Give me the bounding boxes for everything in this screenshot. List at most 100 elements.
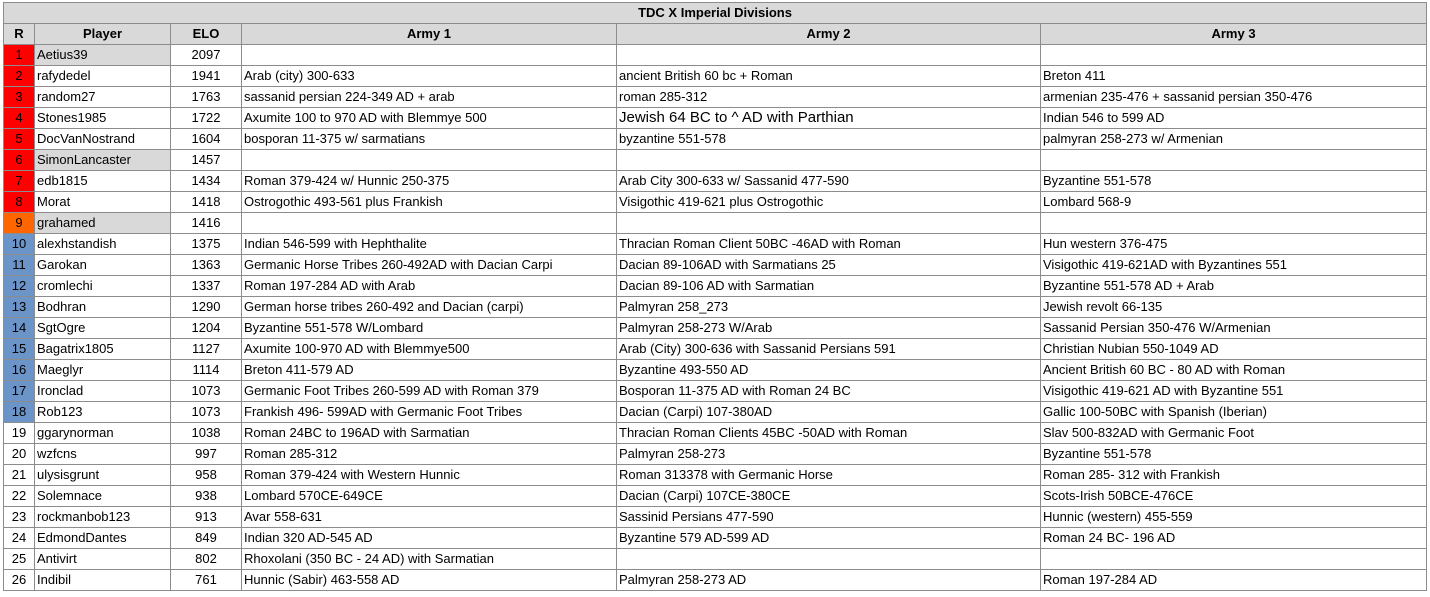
elo-cell: 1941 [170,65,242,87]
rank-cell: 6 [3,149,35,171]
elo-cell: 997 [170,443,242,465]
elo-cell: 958 [170,464,242,486]
army-1-cell [241,44,617,66]
rank-cell: 21 [3,464,35,486]
table-row: 23 rockmanbob123 913 Avar 558-631 Sassinid P… [3,506,1428,528]
army-3-cell: armenian 235-476 + sassanid persian 350-… [1039,86,1428,108]
table-row: 10 alexhstandish 1375 Indian 546-599 with H… [3,233,1428,255]
army-3-cell: Lombard 568-9 [1039,191,1428,213]
player-cell: Stones1985 [34,107,171,129]
rank-cell: 9 [3,212,35,234]
army-2-cell: Palmyran 258-273 W/Arab [616,317,1041,339]
army-1-cell [241,149,617,171]
player-cell: rafydedel [34,65,171,87]
table-row: 26 Indibil 761 Hunnic (Sabir) 463-558 AD Pal… [3,569,1428,591]
army-2-cell: Arab (City) 300-636 with Sassanid Persia… [616,338,1041,360]
army-1-cell: Hunnic (Sabir) 463-558 AD [241,569,617,591]
army-3-cell: Byzantine 551-578 [1039,443,1428,465]
table-row: 9 grahamed 1416 [3,212,1428,234]
army-2-cell: Arab City 300-633 w/ Sassanid 477-590 [616,170,1041,192]
army-2-cell: Dacian (Carpi) 107-380AD [616,401,1041,423]
rank-cell: 26 [3,569,35,591]
player-cell: Aetius39 [34,44,171,66]
army-1-cell: Axumite 100-970 AD with Blemmye500 [241,338,617,360]
army-3-cell: Roman 197-284 AD [1039,569,1428,591]
sheet-title: TDC X Imperial Divisions [2,2,1428,24]
elo-cell: 1073 [170,380,242,402]
rank-cell: 2 [3,65,35,87]
player-cell: Rob123 [34,401,171,423]
player-cell: rockmanbob123 [34,506,171,528]
rank-cell: 10 [3,233,35,255]
army-3-cell: Roman 285- 312 with Frankish [1039,464,1428,486]
army-3-cell: Breton 411 [1039,65,1428,87]
army-3-cell: Byzantine 551-578 AD + Arab [1039,275,1428,297]
elo-cell: 849 [170,527,242,549]
army-1-cell: Rhoxolani (350 BC - 24 AD) with Sarmatia… [241,548,617,570]
table-row: 20 wzfcns 997 Roman 285-312 Palmyran 258-273… [3,443,1428,465]
table-row: 4 Stones1985 1722 Axumite 100 to 970 AD wit… [3,107,1428,129]
player-cell: alexhstandish [34,233,171,255]
army-1-cell: Roman 285-312 [241,443,617,465]
army-3-cell: Hun western 376-475 [1039,233,1428,255]
army-1-cell: Roman 379-424 with Western Hunnic [241,464,617,486]
player-cell: DocVanNostrand [34,128,171,150]
army-1-cell: Breton 411-579 AD [241,359,617,381]
army-3-cell [1039,548,1428,570]
elo-cell: 1416 [170,212,242,234]
army-1-cell: Byzantine 551-578 W/Lombard [241,317,617,339]
table-row: 1 Aetius39 2097 [3,44,1428,66]
elo-cell: 1434 [170,170,242,192]
rank-cell: 23 [3,506,35,528]
rank-cell: 18 [3,401,35,423]
rank-cell: 12 [3,275,35,297]
player-cell: grahamed [34,212,171,234]
rank-cell: 19 [3,422,35,444]
army-2-cell [616,548,1041,570]
army-3-cell: palmyran 258-273 w/ Armenian [1039,128,1428,150]
elo-cell: 1604 [170,128,242,150]
rank-cell: 1 [3,44,35,66]
player-cell: Ironclad [34,380,171,402]
rank-cell: 25 [3,548,35,570]
army-2-cell: Palmyran 258_273 [616,296,1041,318]
player-cell: Garokan [34,254,171,276]
elo-cell: 1038 [170,422,242,444]
elo-cell: 1363 [170,254,242,276]
army-2-cell: byzantine 551-578 [616,128,1041,150]
player-cell: SimonLancaster [34,149,171,171]
player-cell: Solemnace [34,485,171,507]
rank-cell: 7 [3,170,35,192]
army-2-cell [616,149,1041,171]
army-1-cell: Roman 24BC to 196AD with Sarmatian [241,422,617,444]
header-elo: ELO [170,23,242,45]
army-2-cell: Byzantine 493-550 AD [616,359,1041,381]
player-cell: cromlechi [34,275,171,297]
army-1-cell: Indian 320 AD-545 AD [241,527,617,549]
table-row: 14 SgtOgre 1204 Byzantine 551-578 W/Lombard… [3,317,1428,339]
elo-cell: 1418 [170,191,242,213]
player-cell: Bagatrix1805 [34,338,171,360]
army-1-cell: Ostrogothic 493-561 plus Frankish [241,191,617,213]
army-3-cell: Slav 500-832AD with Germanic Foot [1039,422,1428,444]
elo-cell: 1127 [170,338,242,360]
table-row: 2 rafydedel 1941 Arab (city) 300-633 ancient… [3,65,1428,87]
army-3-cell: Visigothic 419-621AD with Byzantines 551 [1039,254,1428,276]
army-3-cell [1039,44,1428,66]
army-3-cell: Byzantine 551-578 [1039,170,1428,192]
rank-cell: 20 [3,443,35,465]
table-row: 7 edb1815 1434 Roman 379-424 w/ Hunnic 250-… [3,170,1428,192]
table-row: 21 ulysisgrunt 958 Roman 379-424 with Weste… [3,464,1428,486]
army-2-cell: Visigothic 419-621 plus Ostrogothic [616,191,1041,213]
table-row: 15 Bagatrix1805 1127 Axumite 100-970 AD wit… [3,338,1428,360]
army-1-cell: sassanid persian 224-349 AD + arab [241,86,617,108]
army-2-cell: Thracian Roman Clients 45BC -50AD with R… [616,422,1041,444]
rank-cell: 15 [3,338,35,360]
elo-cell: 1204 [170,317,242,339]
army-3-cell [1039,149,1428,171]
army-3-cell: Hunnic (western) 455-559 [1039,506,1428,528]
army-2-cell: roman 285-312 [616,86,1041,108]
header-rank: R [3,23,35,45]
army-2-cell: Palmyran 258-273 [616,443,1041,465]
army-1-cell: Lombard 570CE-649CE [241,485,617,507]
